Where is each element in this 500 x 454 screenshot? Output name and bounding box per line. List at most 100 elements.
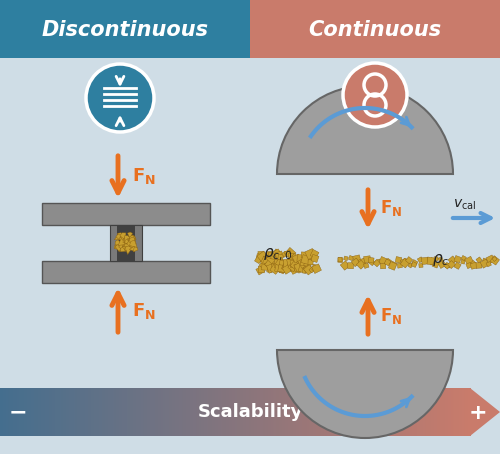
- Bar: [350, 388, 352, 436]
- Bar: [238, 388, 240, 436]
- Polygon shape: [310, 249, 319, 258]
- Bar: [346, 388, 349, 436]
- Bar: [308, 388, 311, 436]
- Polygon shape: [260, 257, 270, 266]
- Bar: [180, 388, 182, 436]
- Bar: [307, 388, 310, 436]
- Bar: [266, 388, 269, 436]
- Polygon shape: [303, 265, 311, 273]
- Bar: [172, 388, 175, 436]
- Bar: [393, 388, 396, 436]
- Polygon shape: [298, 262, 306, 269]
- Bar: [221, 388, 224, 436]
- Bar: [420, 388, 422, 436]
- Bar: [324, 388, 327, 436]
- Polygon shape: [438, 261, 446, 268]
- Polygon shape: [124, 247, 130, 251]
- Bar: [114, 388, 117, 436]
- Polygon shape: [400, 258, 408, 266]
- Bar: [423, 388, 426, 436]
- Polygon shape: [259, 262, 266, 269]
- Bar: [213, 388, 216, 436]
- Bar: [360, 388, 363, 436]
- Bar: [306, 388, 308, 436]
- Text: Scalability: Scalability: [198, 403, 302, 421]
- Polygon shape: [257, 251, 268, 262]
- Bar: [171, 388, 173, 436]
- Polygon shape: [270, 264, 280, 274]
- Bar: [47, 388, 50, 436]
- Bar: [222, 388, 225, 436]
- Polygon shape: [271, 252, 278, 260]
- Polygon shape: [120, 233, 125, 237]
- Bar: [373, 388, 376, 436]
- Polygon shape: [128, 238, 134, 243]
- Bar: [274, 388, 276, 436]
- Polygon shape: [266, 251, 273, 258]
- Polygon shape: [358, 258, 366, 266]
- Bar: [56, 388, 59, 436]
- Bar: [17, 388, 20, 436]
- Bar: [185, 388, 188, 436]
- Bar: [177, 388, 180, 436]
- Bar: [230, 388, 233, 436]
- Polygon shape: [418, 257, 423, 263]
- Bar: [192, 388, 196, 436]
- Bar: [154, 388, 156, 436]
- Polygon shape: [368, 257, 374, 263]
- Bar: [265, 388, 268, 436]
- Bar: [158, 388, 161, 436]
- Bar: [250, 388, 253, 436]
- Polygon shape: [296, 265, 304, 273]
- Polygon shape: [262, 263, 269, 271]
- Bar: [190, 388, 192, 436]
- Bar: [446, 388, 449, 436]
- Bar: [402, 388, 405, 436]
- Bar: [22, 388, 25, 436]
- Bar: [141, 388, 144, 436]
- Polygon shape: [124, 240, 130, 247]
- Polygon shape: [120, 247, 126, 252]
- Bar: [88, 388, 90, 436]
- Bar: [354, 388, 356, 436]
- Text: $\mathbf{F_N}$: $\mathbf{F_N}$: [380, 306, 402, 326]
- Bar: [113, 388, 116, 436]
- Polygon shape: [130, 235, 136, 240]
- Polygon shape: [267, 267, 272, 273]
- Bar: [144, 388, 146, 436]
- Bar: [122, 388, 125, 436]
- Polygon shape: [297, 255, 304, 262]
- Bar: [466, 388, 468, 436]
- Bar: [96, 388, 98, 436]
- Polygon shape: [284, 259, 292, 268]
- Bar: [124, 388, 126, 436]
- Bar: [126, 388, 128, 436]
- Bar: [196, 388, 198, 436]
- Polygon shape: [379, 257, 388, 265]
- Bar: [204, 388, 206, 436]
- Bar: [404, 388, 407, 436]
- Polygon shape: [486, 255, 495, 264]
- Bar: [136, 388, 139, 436]
- Polygon shape: [130, 240, 137, 248]
- Bar: [199, 388, 202, 436]
- Polygon shape: [272, 249, 282, 260]
- Polygon shape: [396, 257, 402, 263]
- Bar: [174, 388, 176, 436]
- Bar: [168, 388, 170, 436]
- Polygon shape: [312, 264, 319, 271]
- Bar: [432, 388, 435, 436]
- Text: −: −: [8, 402, 28, 422]
- Bar: [236, 388, 239, 436]
- Bar: [315, 388, 318, 436]
- Bar: [54, 388, 56, 436]
- Bar: [270, 388, 272, 436]
- Polygon shape: [284, 247, 296, 259]
- Bar: [406, 388, 408, 436]
- Bar: [378, 388, 380, 436]
- Bar: [207, 388, 210, 436]
- Bar: [44, 388, 46, 436]
- Bar: [4, 388, 8, 436]
- Polygon shape: [470, 260, 476, 266]
- Polygon shape: [126, 241, 134, 248]
